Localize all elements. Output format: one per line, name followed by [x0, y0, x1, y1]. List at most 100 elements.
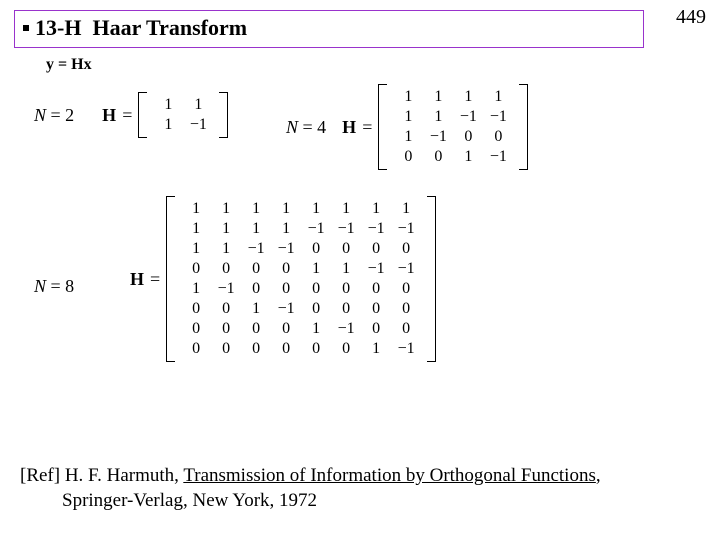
matrix-cell: 1 — [331, 259, 361, 279]
n8-matrix-expr: H = 111111111111−1−1−1−111−1−10000000011… — [130, 196, 436, 362]
matrix-cell: −1 — [183, 115, 213, 135]
matrix-cell: 1 — [453, 147, 483, 167]
page-number: 449 — [676, 6, 706, 29]
matrix-cell: 0 — [331, 239, 361, 259]
matrix-cell: 1 — [153, 115, 183, 135]
matrix-cell: 1 — [391, 199, 421, 219]
matrix-cell: 0 — [211, 319, 241, 339]
matrix-cell: 1 — [393, 127, 423, 147]
title-text: Haar Transform — [92, 15, 247, 40]
matrix-cell: 0 — [391, 279, 421, 299]
matrix-cell: 0 — [181, 339, 211, 359]
matrix-cell: 0 — [181, 299, 211, 319]
n4-matrix-expr: H = 111111−1−11−100001−1 — [342, 84, 528, 170]
matrix-cell: −1 — [361, 219, 391, 239]
matrix-cell: −1 — [241, 239, 271, 259]
h-symbol: H — [102, 105, 116, 126]
matrix-cell: −1 — [271, 299, 301, 319]
matrix-cell: 0 — [211, 259, 241, 279]
n8-matrix: 111111111111−1−1−1−111−1−10000000011−1−1… — [166, 196, 436, 362]
n2-matrix: 111−1 — [138, 92, 228, 138]
matrix-cell: 0 — [301, 239, 331, 259]
matrix-cell: 1 — [361, 199, 391, 219]
matrix-cell: 1 — [301, 199, 331, 219]
row-n8: H = 111111111111−1−1−1−111−1−10000000011… — [130, 196, 436, 362]
section-title: 13-H Haar Transform — [23, 15, 247, 40]
matrix-cell: −1 — [211, 279, 241, 299]
matrix-cell: 0 — [241, 319, 271, 339]
matrix-cell: 1 — [211, 199, 241, 219]
title-prefix: 13-H — [35, 15, 81, 40]
ref-line-2: Springer-Verlag, New York, 1972 — [20, 488, 690, 514]
n4-matrix: 111111−1−11−100001−1 — [378, 84, 528, 170]
matrix-cell: 1 — [483, 87, 513, 107]
matrix-cell: −1 — [391, 259, 421, 279]
matrix-cell: 1 — [241, 199, 271, 219]
h-symbol: H — [342, 117, 356, 138]
matrix-cell: −1 — [391, 219, 421, 239]
matrix-cell: 0 — [211, 339, 241, 359]
matrix-cell: 0 — [423, 147, 453, 167]
ref-lead: [Ref] H. F. Harmuth, — [20, 465, 183, 486]
matrix-cell: −1 — [331, 219, 361, 239]
section-title-box: 13-H Haar Transform — [14, 10, 644, 48]
n2-label: N = 2 — [34, 105, 74, 126]
matrix-cell: 1 — [301, 319, 331, 339]
matrix-cell: −1 — [301, 219, 331, 239]
matrix-cell: 0 — [241, 259, 271, 279]
matrix-cell: 1 — [301, 259, 331, 279]
matrix-cell: 1 — [181, 199, 211, 219]
matrix-cell: 0 — [271, 259, 301, 279]
matrix-cell: 1 — [211, 219, 241, 239]
ref-after: , — [596, 465, 601, 486]
matrix-cell: −1 — [391, 339, 421, 359]
matrix-cell: 0 — [271, 279, 301, 299]
equals-sign: = — [150, 269, 160, 290]
matrix-cell: −1 — [361, 259, 391, 279]
matrix-cell: −1 — [423, 127, 453, 147]
matrix-cell: 1 — [271, 219, 301, 239]
reference-citation: [Ref] H. F. Harmuth, Transmission of Inf… — [20, 463, 690, 514]
matrix-cell: 0 — [301, 279, 331, 299]
matrix-cell: −1 — [483, 107, 513, 127]
matrix-cell: 0 — [331, 279, 361, 299]
matrix-cell: 1 — [361, 339, 391, 359]
matrix-cell: 0 — [361, 279, 391, 299]
matrix-cell: 1 — [241, 299, 271, 319]
n4-label: N = 4 — [286, 117, 326, 138]
equation-y-hx: y = Hx — [46, 56, 92, 74]
matrix-cell: 0 — [391, 319, 421, 339]
matrix-cell: 1 — [181, 239, 211, 259]
matrix-cell: 1 — [183, 95, 213, 115]
matrix-cell: 0 — [181, 319, 211, 339]
matrix-cell: 1 — [241, 219, 271, 239]
matrix-cell: 1 — [453, 87, 483, 107]
matrix-cell: 0 — [301, 299, 331, 319]
matrix-cell: 0 — [361, 319, 391, 339]
matrix-cell: 1 — [181, 279, 211, 299]
matrix-cell: 0 — [393, 147, 423, 167]
matrix-cell: 1 — [211, 239, 241, 259]
matrix-cell: −1 — [483, 147, 513, 167]
equals-sign: = — [122, 105, 132, 126]
matrix-cell: 1 — [393, 87, 423, 107]
matrix-cell: 1 — [153, 95, 183, 115]
matrix-cell: 0 — [181, 259, 211, 279]
matrix-cell: 1 — [393, 107, 423, 127]
matrix-cell: 0 — [331, 299, 361, 319]
matrix-cell: 0 — [391, 239, 421, 259]
matrix-cell: −1 — [271, 239, 301, 259]
matrix-cell: 0 — [241, 279, 271, 299]
matrix-cell: 0 — [271, 319, 301, 339]
matrix-cell: −1 — [331, 319, 361, 339]
n8-label: N = 8 — [34, 276, 74, 297]
bullet-icon — [23, 25, 29, 31]
ref-title: Transmission of Information by Orthogona… — [183, 465, 596, 486]
matrix-cell: −1 — [453, 107, 483, 127]
row-n4: N = 4 H = 111111−1−11−100001−1 — [286, 84, 528, 170]
matrix-cell: 0 — [211, 299, 241, 319]
matrix-cell: 0 — [301, 339, 331, 359]
matrix-cell: 0 — [361, 239, 391, 259]
matrix-cell: 1 — [423, 87, 453, 107]
row-n8-label: N = 8 — [34, 276, 74, 297]
